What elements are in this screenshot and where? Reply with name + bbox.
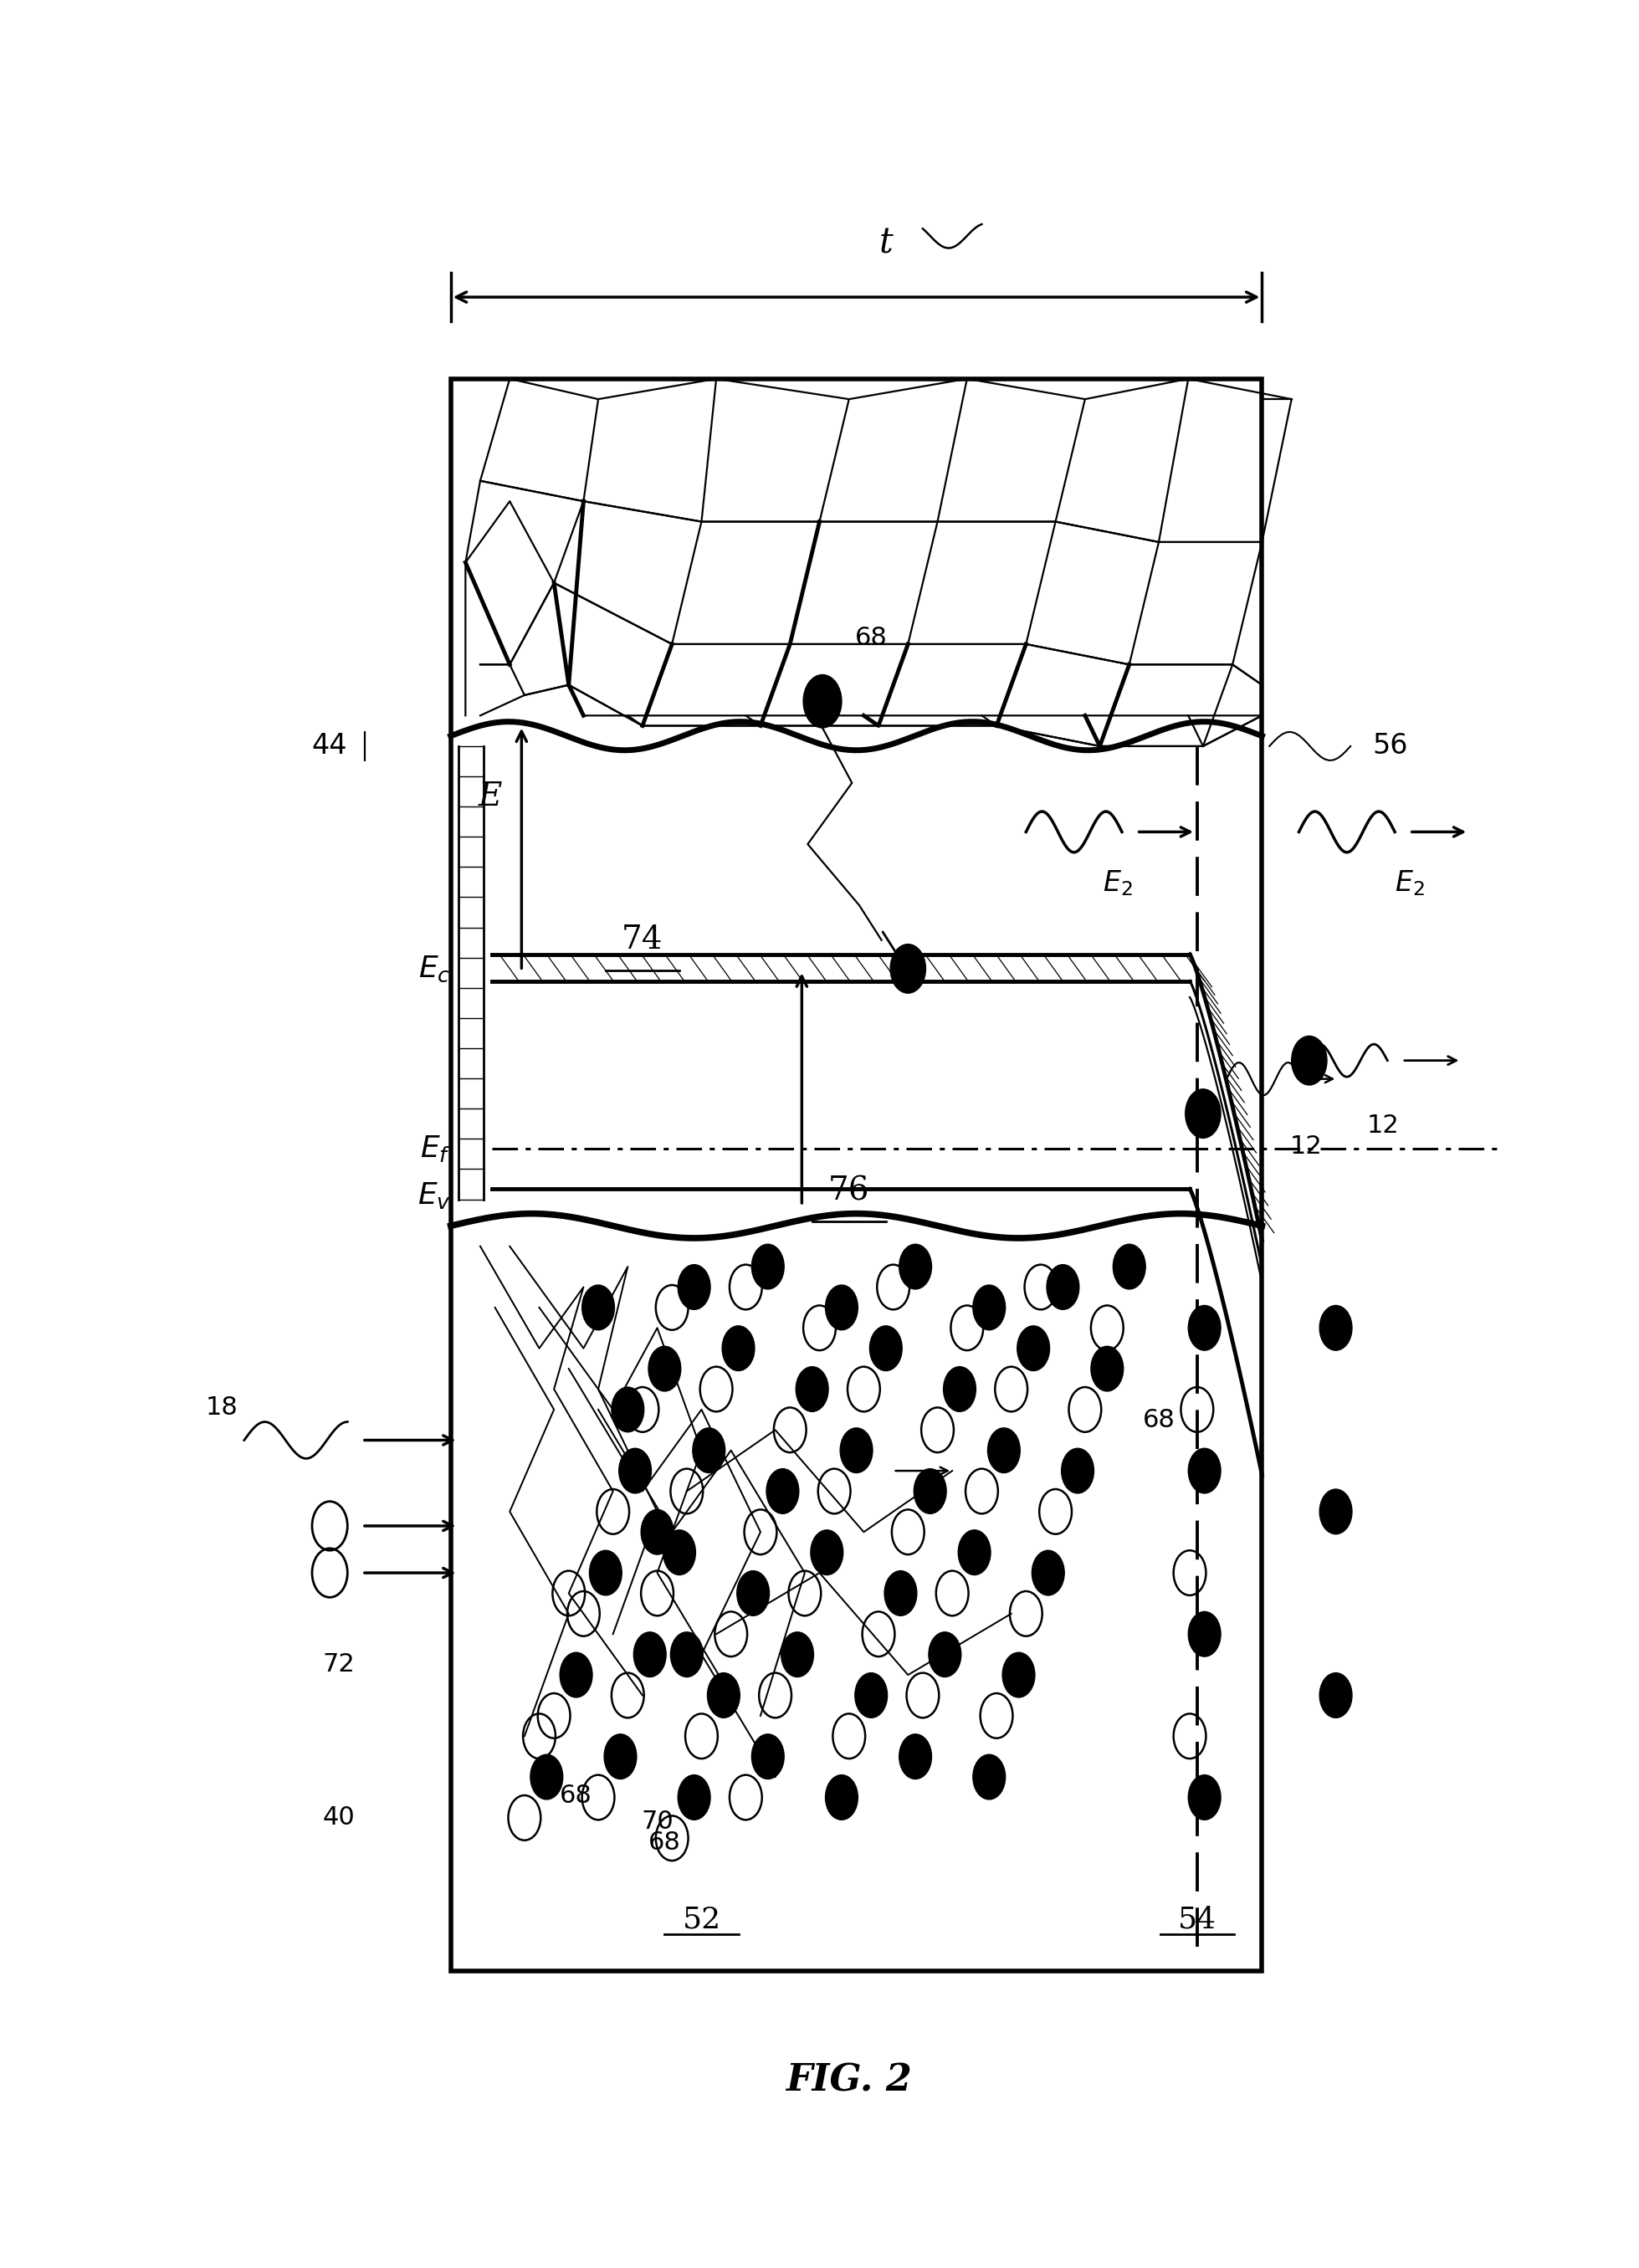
Circle shape [723, 1327, 754, 1370]
Circle shape [1319, 1674, 1352, 1717]
Text: 52: 52 [682, 1905, 721, 1935]
Text: 76: 76 [828, 1175, 870, 1207]
Text: 54: 54 [1178, 1905, 1216, 1935]
Circle shape [1018, 1327, 1049, 1370]
Circle shape [870, 1327, 901, 1370]
Text: 12: 12 [1367, 1114, 1400, 1139]
Circle shape [531, 1755, 562, 1799]
Circle shape [1185, 1089, 1221, 1139]
Circle shape [1033, 1551, 1064, 1594]
Circle shape [915, 1470, 946, 1513]
Circle shape [782, 1633, 813, 1676]
Text: $E_v$: $E_v$ [418, 1179, 451, 1211]
Text: 44: 44 [311, 733, 347, 760]
Text: FIG. 2: FIG. 2 [785, 2064, 913, 2098]
Circle shape [752, 1735, 783, 1778]
Circle shape [1319, 1490, 1352, 1533]
Circle shape [1188, 1776, 1221, 1819]
Circle shape [900, 1735, 931, 1778]
Circle shape [944, 1368, 975, 1411]
Circle shape [826, 1776, 857, 1819]
Text: 12: 12 [1290, 1134, 1323, 1159]
Circle shape [1319, 1306, 1352, 1349]
Circle shape [1292, 1036, 1328, 1084]
Text: 68: 68 [561, 1783, 592, 1808]
Circle shape [634, 1633, 665, 1676]
Circle shape [1188, 1306, 1221, 1349]
Circle shape [885, 1572, 916, 1615]
Circle shape [708, 1674, 739, 1717]
Circle shape [1062, 1449, 1093, 1492]
Circle shape [959, 1531, 990, 1574]
Text: t: t [879, 225, 893, 261]
Circle shape [679, 1266, 710, 1309]
Text: 70: 70 [641, 1810, 674, 1835]
Circle shape [890, 943, 926, 993]
Circle shape [974, 1286, 1005, 1329]
Text: 18: 18 [207, 1395, 238, 1420]
Text: 68: 68 [1142, 1408, 1175, 1431]
Circle shape [988, 1429, 1019, 1472]
Circle shape [620, 1449, 651, 1492]
Circle shape [841, 1429, 872, 1472]
Circle shape [1003, 1653, 1034, 1696]
Text: E: E [479, 782, 503, 812]
Text: 68: 68 [649, 1830, 680, 1855]
Circle shape [1188, 1613, 1221, 1656]
Circle shape [767, 1470, 798, 1513]
Circle shape [811, 1531, 842, 1574]
Circle shape [1092, 1347, 1123, 1390]
Text: $E_2$: $E_2$ [1103, 869, 1133, 898]
Circle shape [649, 1347, 680, 1390]
Circle shape [738, 1572, 769, 1615]
Text: 56: 56 [1373, 733, 1408, 760]
Text: $E_f$: $E_f$ [420, 1134, 451, 1163]
Circle shape [1188, 1449, 1221, 1492]
Circle shape [679, 1776, 710, 1819]
Circle shape [664, 1531, 695, 1574]
Circle shape [605, 1735, 636, 1778]
Circle shape [900, 1245, 931, 1288]
Circle shape [611, 1388, 644, 1431]
Circle shape [974, 1755, 1005, 1799]
Circle shape [803, 676, 842, 728]
Circle shape [641, 1510, 674, 1554]
Circle shape [826, 1286, 857, 1329]
Text: $E_2$: $E_2$ [1395, 869, 1424, 898]
Text: 72: 72 [323, 1653, 354, 1676]
Circle shape [582, 1286, 615, 1329]
Text: 68: 68 [856, 626, 887, 651]
Circle shape [856, 1674, 887, 1717]
Circle shape [1113, 1245, 1146, 1288]
Text: 40: 40 [323, 1805, 354, 1830]
Circle shape [561, 1653, 592, 1696]
Text: $E_c$: $E_c$ [418, 955, 451, 984]
Text: 74: 74 [621, 925, 664, 955]
Circle shape [1047, 1266, 1078, 1309]
Circle shape [693, 1429, 724, 1472]
Circle shape [797, 1368, 828, 1411]
Circle shape [590, 1551, 621, 1594]
Circle shape [670, 1633, 703, 1676]
Circle shape [752, 1245, 783, 1288]
Circle shape [929, 1633, 960, 1676]
